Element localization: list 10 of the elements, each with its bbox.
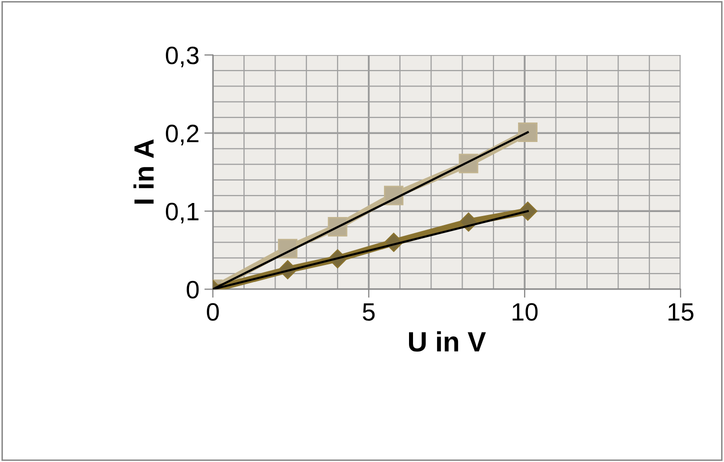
y-tick-label: 0,2 xyxy=(166,124,198,146)
y-tick-label: 0,1 xyxy=(166,202,198,224)
x-tick-label: 5 xyxy=(362,303,375,321)
x-tick-label: 0 xyxy=(206,303,219,321)
x-axis-title: U in V xyxy=(409,331,486,352)
x-tick-label: 10 xyxy=(512,303,538,321)
x-tick-label: 15 xyxy=(668,303,694,321)
y-tick-label: 0,3 xyxy=(166,46,199,68)
y-axis-title: I in A xyxy=(133,139,154,204)
y-tick-label: 0 xyxy=(186,280,199,299)
